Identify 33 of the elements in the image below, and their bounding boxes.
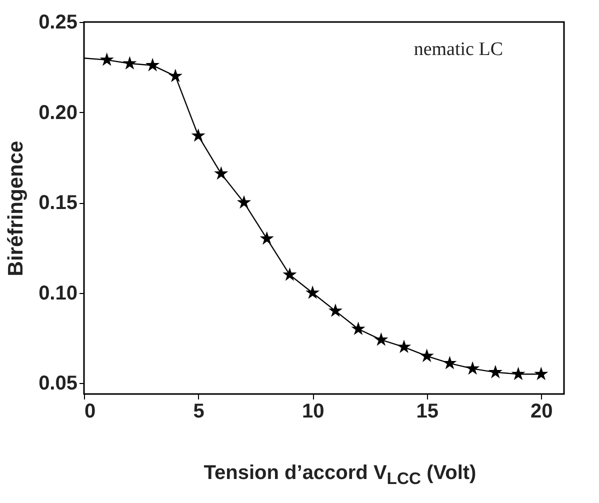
point [328,304,342,317]
point [236,195,252,209]
point [306,285,320,299]
point [466,361,480,375]
x-tick-label: 15 [416,400,438,422]
x-axis-title: Tension d’accord V$_{LCC}$ (Volt) [202,462,478,489]
point [351,322,366,335]
point [260,231,274,245]
x-tick-label: 20 [530,400,553,422]
point [420,348,434,362]
point [511,366,526,380]
point [100,52,114,66]
y-tick-label: 0.20 [38,102,78,124]
point [214,166,228,180]
point [168,68,182,82]
point [191,128,206,142]
x-tick-label: 10 [302,400,324,422]
x-tick-label: 0 [84,400,96,422]
point [122,56,137,70]
y-tick-label: 0.05 [38,372,78,395]
point [396,340,412,354]
point [534,366,548,380]
point [442,356,457,370]
point [374,332,388,346]
y-axis-title: Biréfringence [4,140,28,276]
point [282,267,297,281]
point [488,364,502,378]
annotation: nematic LC [414,39,503,60]
y-tick-label: 0.25 [38,12,78,34]
point [146,58,160,72]
y-tick-label: 0.15 [38,192,78,214]
x-tick-label: 5 [193,400,204,422]
y-tick-label: 0.10 [38,282,78,304]
